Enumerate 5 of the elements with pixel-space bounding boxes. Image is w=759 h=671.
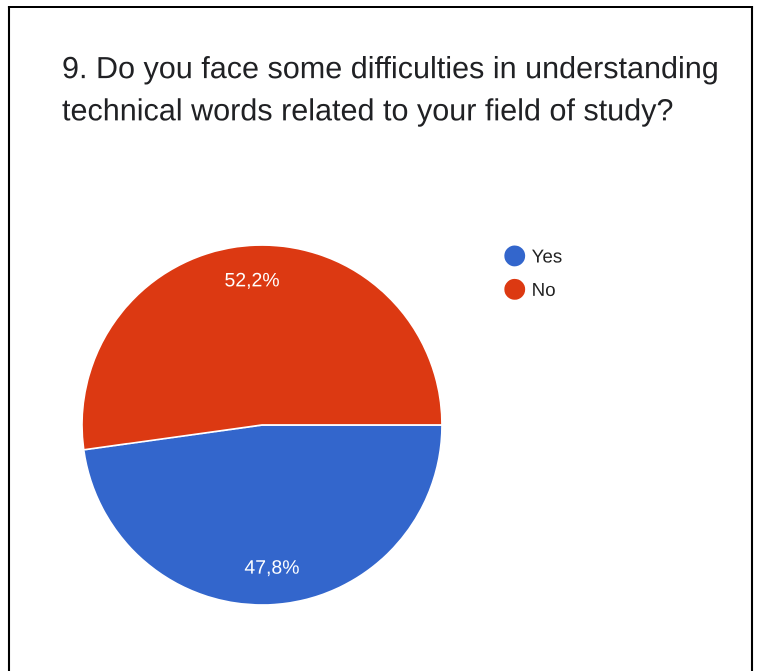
legend-label: No — [533, 283, 555, 296]
data-label: 52,2% — [225, 272, 279, 289]
legend-label: Yes — [532, 250, 562, 263]
chart-title: 9. Do you face some difficulties in understanding technical words related to your field of study? — [62, 56, 717, 127]
data-label: 47,8% — [244, 560, 299, 576]
